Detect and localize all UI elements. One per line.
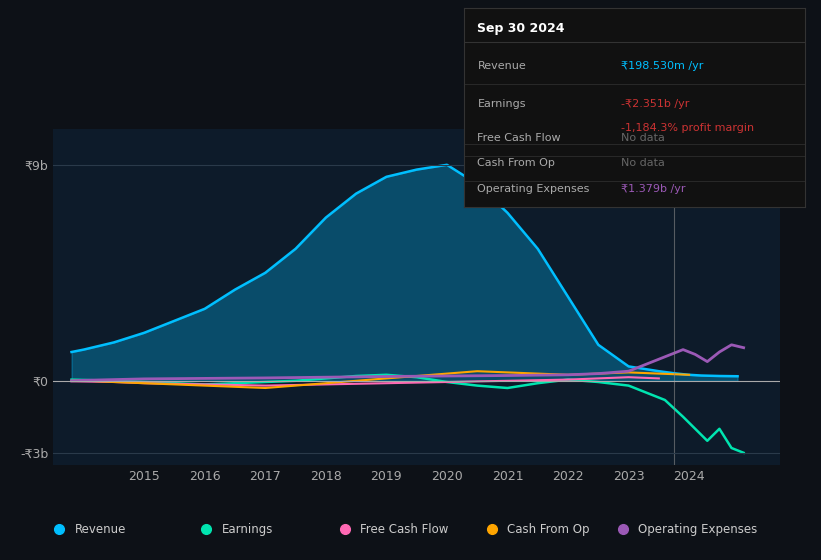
Text: No data: No data xyxy=(621,158,664,169)
Text: -₹2.351b /yr: -₹2.351b /yr xyxy=(621,99,689,109)
Text: Revenue: Revenue xyxy=(75,522,126,536)
Text: Free Cash Flow: Free Cash Flow xyxy=(478,133,561,143)
Text: -1,184.3% profit margin: -1,184.3% profit margin xyxy=(621,123,754,133)
Text: No data: No data xyxy=(621,133,664,143)
Text: Earnings: Earnings xyxy=(478,99,526,109)
Text: Free Cash Flow: Free Cash Flow xyxy=(360,522,449,536)
Text: Cash From Op: Cash From Op xyxy=(507,522,589,536)
Text: Earnings: Earnings xyxy=(222,522,273,536)
Text: ₹1.379b /yr: ₹1.379b /yr xyxy=(621,184,685,194)
Text: Operating Expenses: Operating Expenses xyxy=(478,184,589,194)
Text: Operating Expenses: Operating Expenses xyxy=(638,522,758,536)
Text: Revenue: Revenue xyxy=(478,61,526,71)
Text: Cash From Op: Cash From Op xyxy=(478,158,555,169)
Text: Sep 30 2024: Sep 30 2024 xyxy=(478,22,565,35)
Text: ₹198.530m /yr: ₹198.530m /yr xyxy=(621,61,703,71)
